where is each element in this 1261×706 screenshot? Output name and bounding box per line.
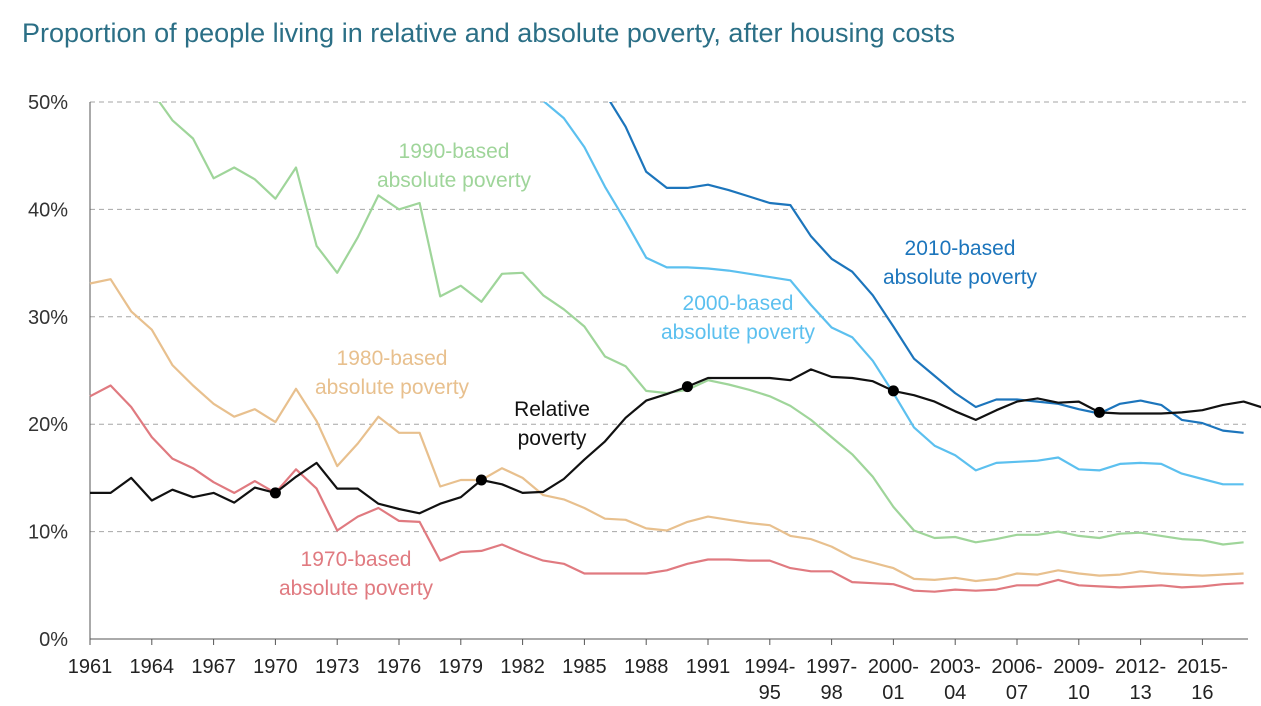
x-tick-label-line2: 01 xyxy=(882,682,904,704)
x-tick-label: 1967 xyxy=(191,656,236,678)
series-line-2000-based-absolute-poverty xyxy=(542,102,1244,486)
y-tick-label: 20% xyxy=(28,414,68,436)
x-tick-label-line2: 13 xyxy=(1129,682,1151,704)
x-tick-label-line2: 07 xyxy=(1006,682,1028,704)
annotation-1980-based-absolute-poverty: absolute poverty xyxy=(315,376,470,399)
y-tick-label: 10% xyxy=(28,522,68,544)
x-tick-label: 1982 xyxy=(500,656,545,678)
x-tick-label: 2012- xyxy=(1115,656,1166,678)
series-line-2010-based-absolute-poverty xyxy=(609,102,1244,434)
x-tick-label: 1973 xyxy=(315,656,360,678)
chart-title: Proportion of people living in relative … xyxy=(22,18,956,48)
x-tick-label-line2: 10 xyxy=(1068,682,1090,704)
x-tick-label: 1970 xyxy=(253,656,298,678)
annotation-1970-based-absolute-poverty: 1970-based xyxy=(301,548,412,571)
y-tick-label: 0% xyxy=(39,629,68,651)
annotation-1970-based-absolute-poverty: absolute poverty xyxy=(279,577,434,600)
annotation-relative-poverty: Relative xyxy=(514,398,590,421)
series-annotations: 1970-based absolute poverty 1980-based abso… xyxy=(279,140,1038,600)
x-tick-label: 1997- xyxy=(806,656,857,678)
annotation-2010-based-absolute-poverty: absolute poverty xyxy=(883,266,1038,289)
series-line-1970-based-absolute-poverty xyxy=(89,384,1244,593)
x-tick-label: 1976 xyxy=(377,656,422,678)
annotation-1990-based-absolute-poverty: absolute poverty xyxy=(377,169,532,192)
y-tick-label: 30% xyxy=(28,307,68,329)
relative-poverty-marker xyxy=(681,381,693,393)
annotation-relative-poverty: poverty xyxy=(518,427,587,450)
annotation-1980-based-absolute-poverty: 1980-based xyxy=(337,347,448,370)
annotation-2000-based-absolute-poverty: absolute poverty xyxy=(661,321,816,344)
x-tick-label: 1988 xyxy=(624,656,669,678)
relative-poverty-markers xyxy=(269,381,1105,499)
x-tick-label: 1964 xyxy=(130,656,175,678)
annotation-1990-based-absolute-poverty: 1990-based xyxy=(399,140,510,163)
x-tick-label-line2: 16 xyxy=(1191,682,1213,704)
y-tick-label: 40% xyxy=(28,199,68,221)
axes: 0% 10% 20% 30% 40% 50% 1961 1964 1967 1970 1973 197… xyxy=(28,92,1248,704)
x-tick-label-line2: 98 xyxy=(820,682,842,704)
x-tick-label: 1991 xyxy=(686,656,731,678)
series-line-relative-poverty xyxy=(90,368,1261,515)
relative-poverty-marker xyxy=(475,474,487,486)
x-tick-label-line2: 95 xyxy=(759,682,781,704)
x-tick-label: 1979 xyxy=(439,656,484,678)
annotation-2000-based-absolute-poverty: 2000-based xyxy=(683,292,794,315)
x-tick-label: 2009- xyxy=(1053,656,1104,678)
x-tick-label: 2006- xyxy=(991,656,1042,678)
gridlines xyxy=(90,101,1246,533)
x-tick-label: 1994- xyxy=(744,656,795,678)
x-tick-label: 1985 xyxy=(562,656,607,678)
x-tick-label: 2015- xyxy=(1177,656,1228,678)
annotation-2010-based-absolute-poverty: 2010-based xyxy=(905,237,1016,260)
y-tick-label: 50% xyxy=(28,92,68,114)
relative-poverty-marker xyxy=(269,487,281,499)
x-tick-label: 1961 xyxy=(68,656,113,678)
x-tick-label: 2003- xyxy=(930,656,981,678)
series-line-1980-based-absolute-poverty xyxy=(89,278,1244,583)
series-line-1990-based-absolute-poverty xyxy=(158,102,1244,546)
x-tick-label: 2000- xyxy=(868,656,919,678)
x-tick-label-line2: 04 xyxy=(944,682,966,704)
relative-poverty-marker xyxy=(1093,406,1105,418)
relative-poverty-marker xyxy=(887,385,899,397)
